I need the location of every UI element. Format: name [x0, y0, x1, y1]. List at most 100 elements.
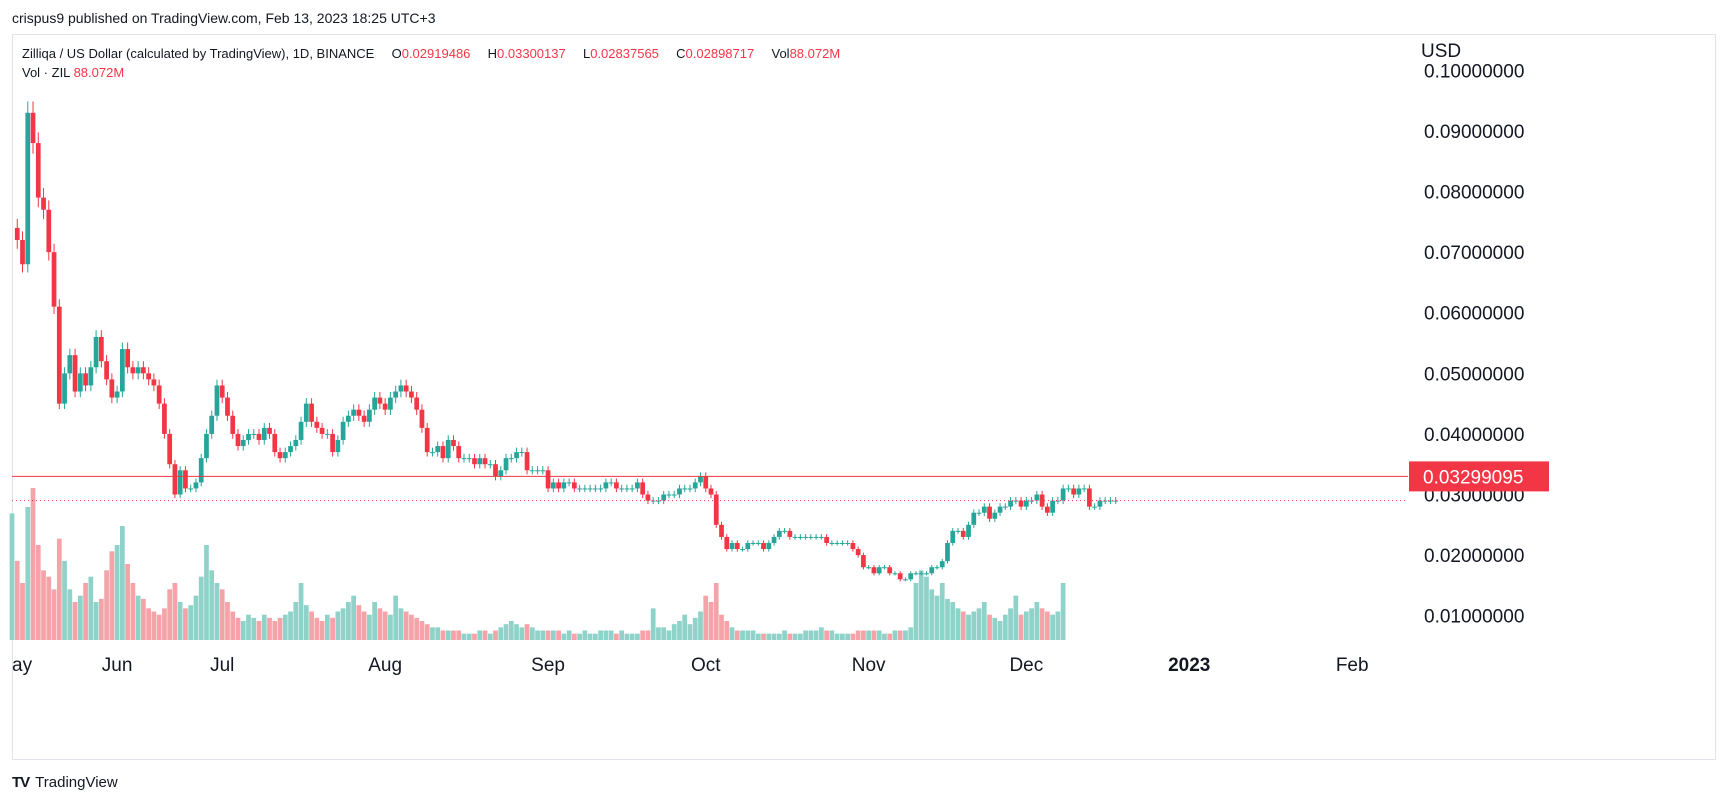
volume-bar — [803, 630, 808, 640]
candle-body — [167, 433, 173, 465]
candle-body — [987, 506, 992, 519]
candle-body — [209, 415, 215, 434]
time-tick-label: Nov — [852, 655, 886, 676]
candle-body — [724, 536, 730, 550]
candle-body — [466, 458, 472, 460]
candle-body — [971, 512, 977, 525]
volume-bar — [120, 526, 125, 640]
price-tick-label: 0.10000000 — [1424, 61, 1524, 82]
candle-body — [850, 542, 856, 550]
volume-bar — [640, 630, 646, 640]
volume-bar — [188, 605, 194, 640]
symbol-description[interactable]: Zilliqa / US Dollar (calculated by Tradi… — [22, 46, 375, 61]
candle-body — [945, 542, 950, 562]
volume-bar — [671, 624, 677, 640]
candle-body — [1097, 500, 1103, 507]
candle-body — [808, 536, 814, 538]
volume-bar — [51, 589, 57, 640]
candle-body — [540, 470, 546, 472]
volume-bar — [35, 545, 41, 640]
candle-body — [661, 494, 667, 501]
candle-body — [629, 488, 635, 490]
candle-body — [713, 494, 719, 525]
volume-bar — [1039, 608, 1045, 640]
volume-bar — [619, 630, 625, 640]
candle-body — [550, 482, 556, 489]
candle-body — [1113, 500, 1119, 502]
volume-bar — [934, 595, 940, 640]
volume-bar — [703, 595, 709, 640]
volume-bar — [240, 621, 246, 640]
candle-body — [235, 433, 241, 447]
candle-body — [277, 452, 283, 459]
candle-body — [472, 458, 477, 465]
candle-body — [571, 482, 577, 489]
candle-body — [561, 482, 567, 489]
candle-body — [614, 482, 619, 489]
volume-bar — [971, 611, 977, 640]
volume-bar — [356, 605, 362, 640]
candle-body — [198, 458, 204, 483]
volume-bar — [324, 614, 330, 640]
time-axis: ay Jun Jul Aug Sep Oct Nov Dec 2023 Feb — [12, 655, 1369, 676]
time-tick-label: Aug — [368, 655, 402, 676]
candle-body — [734, 542, 740, 550]
volume-bar — [435, 627, 441, 640]
volume-bar — [1029, 608, 1034, 640]
candle-body — [503, 458, 509, 471]
volume-bar — [650, 608, 656, 640]
candle-body — [214, 385, 220, 416]
volume-bar — [93, 602, 99, 640]
time-tick-label: 2023 — [1168, 655, 1210, 676]
volume-bar — [335, 611, 341, 640]
volume-bar — [776, 633, 782, 640]
candle-body — [603, 482, 609, 489]
volume-bar — [766, 633, 772, 640]
candle-body — [461, 458, 467, 460]
volume-bar — [845, 633, 851, 640]
volume-bar — [193, 595, 199, 640]
volume-bar — [787, 633, 793, 640]
candle-body — [114, 391, 120, 398]
volume-bar — [876, 630, 882, 640]
open-value: 0.02919486 — [401, 46, 471, 61]
volume-bar — [466, 633, 472, 640]
chart-frame[interactable] — [12, 34, 1716, 760]
volume-bar — [319, 621, 325, 640]
volume-bar — [545, 630, 551, 640]
candle-body — [393, 391, 399, 398]
candle-body — [1013, 500, 1019, 502]
volume-bar — [897, 630, 903, 640]
volume-bar — [288, 611, 293, 640]
volume-bar — [598, 630, 603, 640]
volume-bar — [635, 633, 640, 640]
candle-body — [424, 427, 430, 453]
volume-bar — [20, 583, 25, 640]
candle-body — [51, 252, 57, 307]
volume-bar — [46, 576, 52, 640]
candle-body — [929, 567, 935, 574]
candle-body — [887, 567, 893, 574]
volume-bar — [656, 627, 661, 640]
volume-bar — [214, 583, 220, 640]
volume-bar — [792, 633, 798, 640]
candle-body — [529, 470, 535, 472]
volume-bar — [524, 624, 530, 640]
volume-bar — [282, 614, 288, 640]
candle-body — [750, 542, 756, 544]
candle-body — [267, 427, 272, 434]
footer-brand[interactable]: TradingView — [35, 774, 118, 791]
vol-series-label[interactable]: Vol · ZIL — [22, 65, 70, 80]
price-tick-label: 0.05000000 — [1424, 364, 1524, 385]
candle-body — [598, 488, 603, 490]
volume-bar — [1055, 611, 1061, 640]
time-tick-label: Jul — [210, 655, 234, 676]
volume-bar — [361, 611, 367, 640]
current-price-badge-text: 0.03299095 — [1423, 467, 1523, 488]
candle-body — [740, 549, 745, 551]
candle-body — [72, 355, 78, 392]
volume-bar — [393, 595, 399, 640]
volume-bar — [477, 630, 483, 640]
candle-body — [56, 306, 62, 404]
